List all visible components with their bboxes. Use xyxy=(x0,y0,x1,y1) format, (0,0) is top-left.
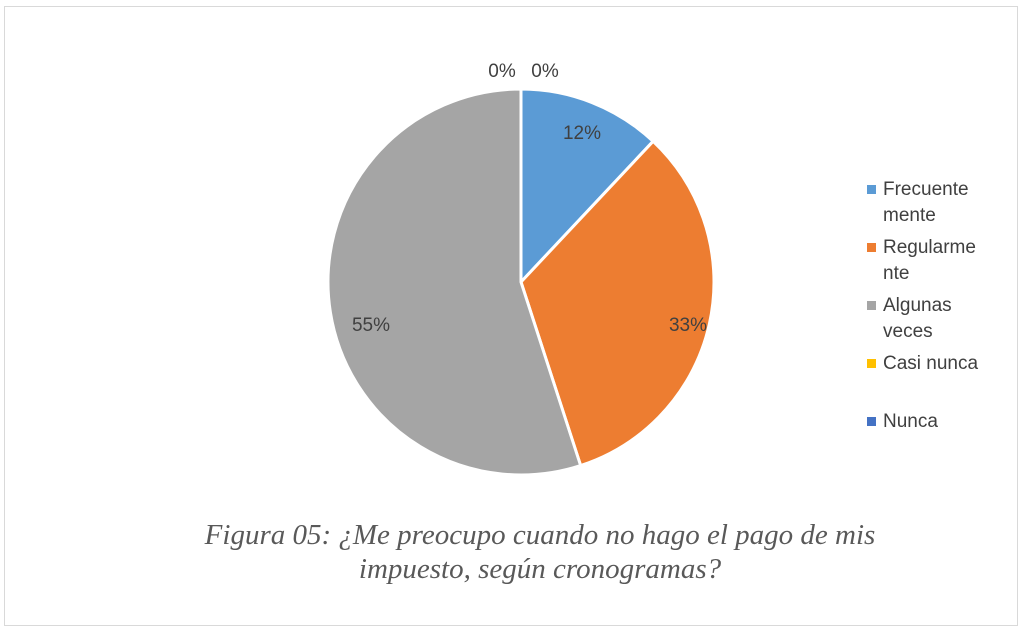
legend-label: veces xyxy=(883,321,933,342)
legend: Frecuente mente Regularme nte Algunas veces Ca… xyxy=(865,177,1000,467)
data-label: 12% xyxy=(563,123,601,144)
legend-item: Regularme nte xyxy=(865,235,1000,287)
data-label: 55% xyxy=(352,315,390,336)
caption-line-1: Figura 05: ¿Me preocupo cuando no hago e… xyxy=(204,519,876,551)
chart-frame: 12% 33% 55% 0% 0% Frecuente mente Regularme nte… xyxy=(4,6,1018,626)
legend-label: Nunca xyxy=(883,411,938,432)
legend-item: Frecuente mente xyxy=(865,177,1000,229)
legend-item: Casi nunca xyxy=(865,351,1000,377)
legend-swatch xyxy=(867,185,876,194)
legend-label: mente xyxy=(883,205,936,226)
legend-swatch xyxy=(867,417,876,426)
legend-swatch xyxy=(867,301,876,310)
pie-slice-regularme-nte xyxy=(519,139,716,468)
legend-label: nte xyxy=(883,263,910,284)
legend-label: Frecuente xyxy=(883,179,969,200)
legend-label: Algunas xyxy=(883,295,952,316)
pie-slice-algunas-veces xyxy=(326,87,583,477)
legend-item: Algunas veces xyxy=(865,293,1000,345)
legend-item: Nunca xyxy=(865,409,1000,435)
data-label: 0% xyxy=(488,61,516,82)
legend-label: Regularme xyxy=(883,237,976,258)
caption-line-2: impuesto, según cronogramas? xyxy=(358,553,722,585)
data-label: 33% xyxy=(669,315,707,336)
pie-slice-frecuente-mente xyxy=(519,87,655,284)
legend-swatch xyxy=(867,359,876,368)
legend-swatch xyxy=(867,243,876,252)
legend-label: Casi nunca xyxy=(883,353,979,374)
figure-caption: Figura 05: ¿Me preocupo cuando no hago e… xyxy=(140,518,940,586)
data-label: 0% xyxy=(531,61,559,82)
pie-chart: 12% 33% 55% 0% 0% xyxy=(326,61,716,477)
